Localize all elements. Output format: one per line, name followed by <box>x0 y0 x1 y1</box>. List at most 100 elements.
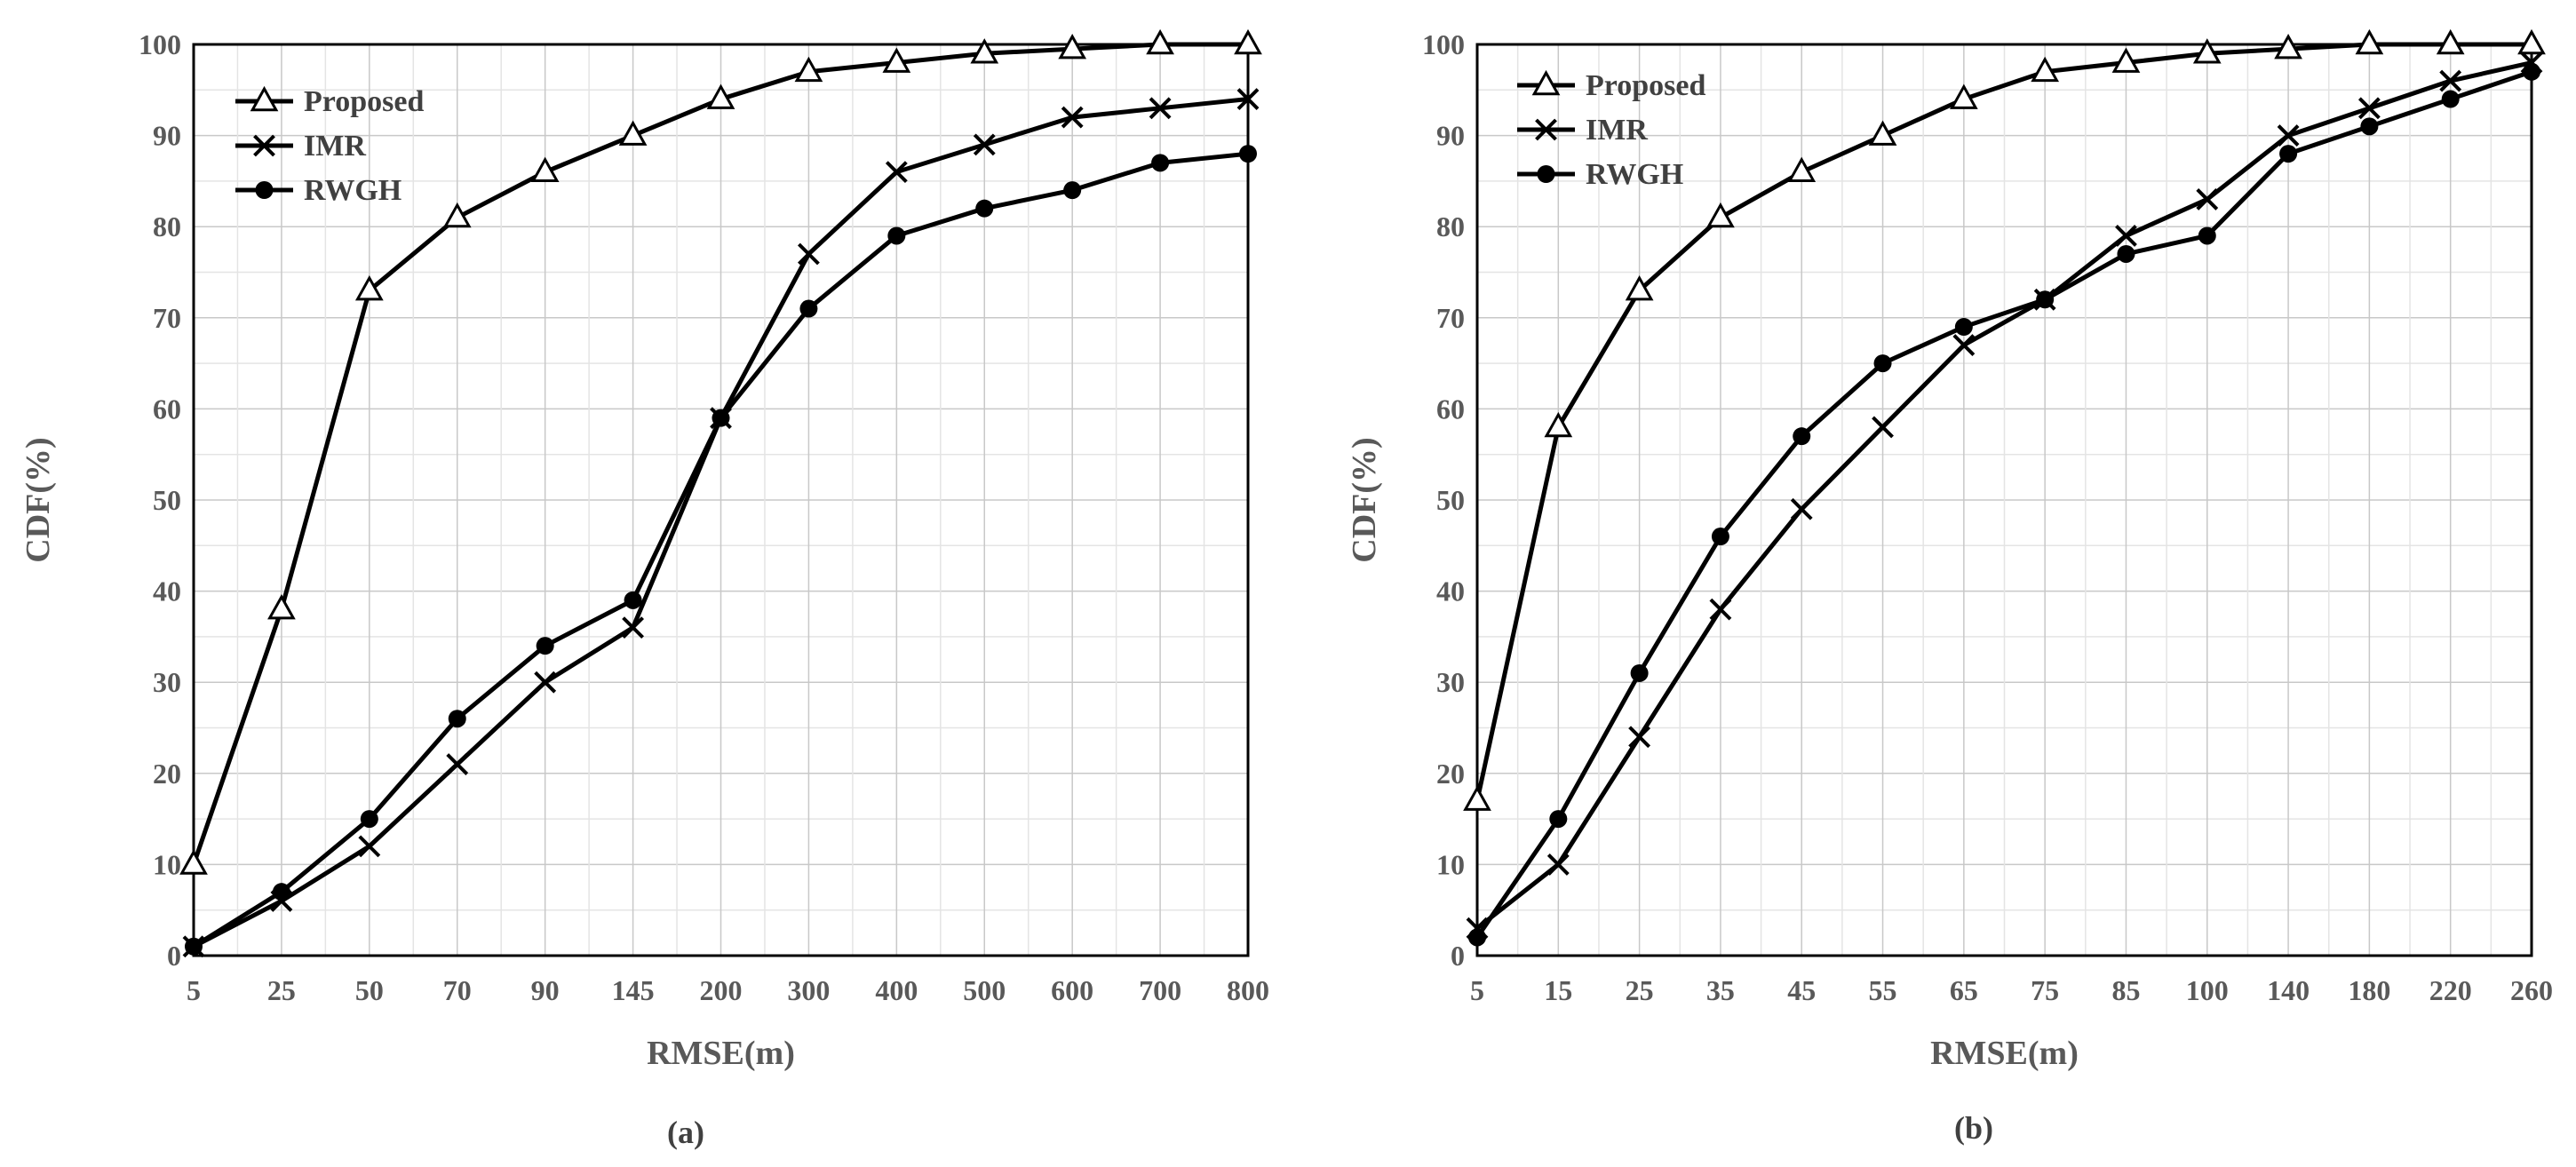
y-tick-label: 60 <box>153 393 181 425</box>
marker-cross <box>253 134 275 157</box>
marker-triangle <box>1868 120 1897 146</box>
y-tick-label: 10 <box>1436 848 1465 880</box>
x-tick-label: 65 <box>1950 974 1978 1006</box>
y-tick-label: 0 <box>167 940 181 972</box>
marker-circle <box>1151 154 1170 172</box>
marker-triangle <box>1706 202 1735 228</box>
x-tick-label: 35 <box>1706 974 1735 1006</box>
marker-circle <box>1239 145 1257 163</box>
marker-triangle <box>1146 28 1174 55</box>
x-axis-title: RMSE(m) <box>1930 1035 2079 1072</box>
x-tick-label: 700 <box>1139 974 1181 1006</box>
x-tick-label: 50 <box>355 974 384 1006</box>
x-tick-label: 70 <box>443 974 472 1006</box>
marker-circle <box>2441 90 2460 108</box>
legend-item-proposed: Proposed <box>235 85 424 118</box>
marker-cross <box>1149 97 1172 120</box>
marker-circle <box>2198 226 2216 245</box>
y-axis-title: CDF(%) <box>20 437 57 562</box>
y-tick-label: 40 <box>1436 576 1465 607</box>
x-tick-label: 300 <box>787 974 830 1006</box>
marker-triangle <box>530 156 560 182</box>
marker-circle <box>448 710 466 728</box>
x-tick-label: 85 <box>2111 974 2140 1006</box>
marker-circle <box>255 181 274 199</box>
marker-triangle <box>2192 38 2222 64</box>
x-tick-label: 500 <box>963 974 1006 1006</box>
marker-triangle <box>1058 34 1087 60</box>
marker-triangle <box>1544 411 1573 438</box>
y-tick-label: 90 <box>153 120 181 152</box>
marker-triangle <box>179 849 208 875</box>
marker-cross <box>2196 188 2219 210</box>
y-tick-label: 60 <box>1436 393 1465 425</box>
marker-cross <box>2277 124 2300 147</box>
legend-item-imr: IMR <box>1517 114 1648 147</box>
x-tick-label: 180 <box>2348 974 2390 1006</box>
marker-triangle <box>354 274 384 301</box>
chart-panel-b: 0 10 20 30 40 50 60 70 80 90 100 5 15 25 35 45 55 65 75 85 1… <box>1346 28 2553 1146</box>
legend-label: IMR <box>1586 114 1648 147</box>
marker-triangle <box>618 120 648 146</box>
marker-circle <box>536 637 554 655</box>
y-tick-label: 70 <box>153 302 181 334</box>
marker-circle <box>1630 663 1649 682</box>
marker-circle <box>2117 244 2135 263</box>
marker-cross <box>2439 69 2462 92</box>
marker-triangle <box>267 594 296 620</box>
legend-item-imr: IMR <box>235 130 366 163</box>
series-proposed <box>179 28 1262 875</box>
x-tick-label: 260 <box>2510 974 2553 1006</box>
marker-triangle <box>1625 274 1654 301</box>
marker-cross <box>358 835 381 858</box>
marker-cross <box>1790 497 1813 520</box>
x-tick-label: 55 <box>1869 974 1897 1006</box>
y-tick-label: 50 <box>1436 484 1465 516</box>
grid <box>193 44 1249 957</box>
marker-cross <box>1236 88 1260 110</box>
marker-cross <box>446 753 469 775</box>
marker-circle <box>1873 354 1892 373</box>
marker-cross <box>798 242 820 266</box>
marker-triangle <box>2517 28 2546 55</box>
y-tick-label: 10 <box>153 848 181 880</box>
y-axis-title: CDF(%) <box>1346 437 1383 562</box>
legend-label: Proposed <box>1586 69 1705 102</box>
figure-caption: (b) <box>1954 1110 1993 1146</box>
marker-triangle <box>706 83 735 109</box>
marker-triangle <box>1234 28 1262 55</box>
series-line <box>1475 69 2532 939</box>
marker-cross <box>1628 726 1651 749</box>
marker-cross <box>1872 416 1894 439</box>
chart-panel-a: 0 10 20 30 40 50 60 70 80 90 100 5 25 50 70 90 145 200 300… <box>20 28 1269 1150</box>
x-axis-title: RMSE(m) <box>647 1035 795 1072</box>
x-tick-label: 200 <box>700 974 743 1006</box>
legend: Proposed IMR RWGH <box>235 85 424 207</box>
x-tick-label: 5 <box>187 974 201 1006</box>
marker-circle <box>887 226 906 245</box>
marker-cross <box>534 671 557 694</box>
y-tick-label: 80 <box>1436 210 1465 242</box>
y-tick-label: 0 <box>1451 940 1465 972</box>
y-tick-label: 70 <box>1436 302 1465 334</box>
marker-cross <box>1535 118 1557 141</box>
x-tick-label: 145 <box>612 974 655 1006</box>
marker-circle <box>2523 62 2540 81</box>
marker-triangle <box>794 56 823 83</box>
marker-triangle <box>250 85 279 112</box>
x-tick-label: 45 <box>1787 974 1816 1006</box>
figure-caption: (a) <box>667 1115 704 1150</box>
y-tick-label: 100 <box>139 28 181 60</box>
x-tick-label: 90 <box>531 974 560 1006</box>
marker-circle <box>2279 145 2298 163</box>
marker-circle <box>799 299 818 318</box>
marker-circle <box>1954 318 1973 337</box>
series-line <box>1475 60 2532 931</box>
series-line <box>1475 42 2532 802</box>
marker-circle <box>2036 290 2055 309</box>
marker-cross <box>1709 598 1732 621</box>
legend-item-rwgh: RWGH <box>235 174 402 207</box>
marker-cross <box>1952 334 1976 356</box>
grid <box>1476 44 2532 957</box>
